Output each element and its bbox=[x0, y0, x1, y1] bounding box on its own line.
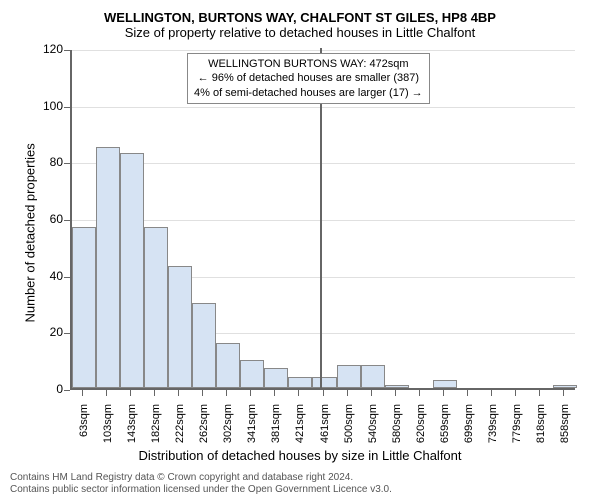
histogram-bar bbox=[337, 365, 361, 388]
y-tick bbox=[64, 333, 70, 334]
x-tick-label: 143sqm bbox=[126, 404, 138, 454]
x-tick bbox=[274, 390, 275, 396]
x-tick bbox=[178, 390, 179, 396]
x-tick bbox=[371, 390, 372, 396]
x-tick-label: 421sqm bbox=[294, 404, 306, 454]
chart-container: WELLINGTON, BURTONS WAY, CHALFONT ST GIL… bbox=[0, 0, 600, 500]
x-tick-label: 620sqm bbox=[415, 404, 427, 454]
histogram-bar bbox=[361, 365, 385, 388]
x-tick bbox=[563, 390, 564, 396]
y-tick bbox=[64, 50, 70, 51]
y-tick-label: 60 bbox=[35, 212, 63, 226]
histogram-bar bbox=[120, 153, 144, 388]
y-tick bbox=[64, 390, 70, 391]
x-tick bbox=[154, 390, 155, 396]
y-tick bbox=[64, 163, 70, 164]
histogram-bar bbox=[168, 266, 192, 388]
x-tick-label: 461sqm bbox=[319, 404, 331, 454]
x-tick-label: 818sqm bbox=[535, 404, 547, 454]
x-tick-label: 500sqm bbox=[343, 404, 355, 454]
histogram-bar bbox=[72, 227, 96, 389]
y-tick-label: 80 bbox=[35, 155, 63, 169]
histogram-bar bbox=[144, 227, 168, 389]
annotation-line: WELLINGTON BURTONS WAY: 472sqm bbox=[194, 57, 423, 71]
footer-line-1: Contains HM Land Registry data © Crown c… bbox=[10, 472, 392, 484]
x-tick bbox=[539, 390, 540, 396]
x-tick-label: 739sqm bbox=[487, 404, 499, 454]
x-tick bbox=[226, 390, 227, 396]
gridline bbox=[72, 107, 575, 108]
x-tick-label: 302sqm bbox=[222, 404, 234, 454]
y-tick-label: 20 bbox=[35, 325, 63, 339]
histogram-bar bbox=[240, 360, 264, 388]
x-tick-label: 103sqm bbox=[102, 404, 114, 454]
gridline bbox=[72, 50, 575, 51]
annotation-line: ← 96% of detached houses are smaller (38… bbox=[194, 71, 423, 85]
footer-line-2: Contains public sector information licen… bbox=[10, 484, 392, 496]
footer-note: Contains HM Land Registry data © Crown c… bbox=[10, 472, 392, 496]
histogram-bar bbox=[96, 147, 120, 388]
gridline bbox=[72, 220, 575, 221]
histogram-bar bbox=[288, 377, 312, 388]
histogram-bar bbox=[385, 385, 409, 388]
y-tick-label: 40 bbox=[35, 269, 63, 283]
annotation-box: WELLINGTON BURTONS WAY: 472sqm← 96% of d… bbox=[187, 53, 430, 104]
histogram-bar bbox=[433, 380, 457, 389]
y-tick bbox=[64, 277, 70, 278]
plot-area: WELLINGTON BURTONS WAY: 472sqm← 96% of d… bbox=[70, 50, 575, 390]
x-tick-label: 659sqm bbox=[439, 404, 451, 454]
y-tick bbox=[64, 220, 70, 221]
x-tick-label: 222sqm bbox=[174, 404, 186, 454]
x-tick-label: 858sqm bbox=[559, 404, 571, 454]
x-tick-label: 779sqm bbox=[511, 404, 523, 454]
x-tick bbox=[250, 390, 251, 396]
y-tick bbox=[64, 107, 70, 108]
x-tick-label: 580sqm bbox=[391, 404, 403, 454]
x-tick bbox=[323, 390, 324, 396]
histogram-bar bbox=[312, 377, 336, 388]
x-tick bbox=[130, 390, 131, 396]
x-tick bbox=[106, 390, 107, 396]
x-tick-label: 540sqm bbox=[367, 404, 379, 454]
chart-title-sub: Size of property relative to detached ho… bbox=[10, 25, 590, 40]
histogram-bar bbox=[216, 343, 240, 388]
x-tick-label: 381sqm bbox=[270, 404, 282, 454]
x-tick-label: 341sqm bbox=[246, 404, 258, 454]
chart-title-main: WELLINGTON, BURTONS WAY, CHALFONT ST GIL… bbox=[10, 10, 590, 25]
x-tick bbox=[395, 390, 396, 396]
x-tick bbox=[202, 390, 203, 396]
x-tick bbox=[419, 390, 420, 396]
x-tick bbox=[491, 390, 492, 396]
y-tick-label: 100 bbox=[35, 99, 63, 113]
gridline bbox=[72, 163, 575, 164]
x-tick-label: 262sqm bbox=[198, 404, 210, 454]
x-tick bbox=[298, 390, 299, 396]
y-tick-label: 0 bbox=[35, 382, 63, 396]
histogram-bar bbox=[264, 368, 288, 388]
x-tick bbox=[515, 390, 516, 396]
x-tick bbox=[347, 390, 348, 396]
annotation-line: 4% of semi-detached houses are larger (1… bbox=[194, 86, 423, 100]
y-tick-label: 120 bbox=[35, 42, 63, 56]
histogram-bar bbox=[192, 303, 216, 388]
histogram-bar bbox=[553, 385, 577, 388]
x-tick-label: 699sqm bbox=[463, 404, 475, 454]
x-tick bbox=[467, 390, 468, 396]
x-tick-label: 182sqm bbox=[150, 404, 162, 454]
x-tick bbox=[443, 390, 444, 396]
x-tick bbox=[82, 390, 83, 396]
x-tick-label: 63sqm bbox=[78, 404, 90, 454]
